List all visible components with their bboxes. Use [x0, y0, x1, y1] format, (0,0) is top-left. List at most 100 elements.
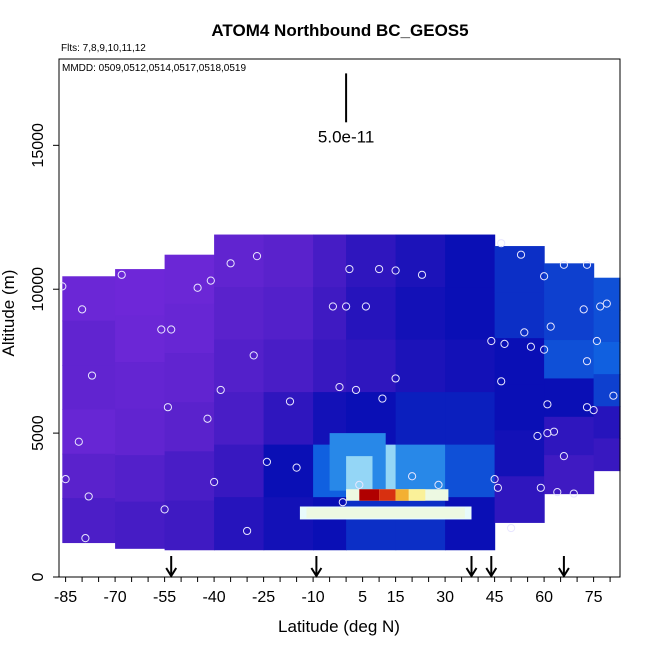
sample-point-47 [520, 328, 529, 337]
field-cell-0-2 [62, 365, 116, 410]
sample-point-39 [487, 336, 496, 346]
x-tick-label-1: -70 [104, 589, 127, 606]
sample-point-25 [342, 302, 351, 311]
sample-point-45 [516, 250, 526, 259]
sample-point-9 [167, 325, 176, 334]
sample-point-61 [596, 302, 605, 311]
sample-point-15 [216, 385, 225, 395]
plume-cell-1 [346, 456, 373, 491]
y-tick-label-3: 15000 [30, 123, 47, 168]
sample-point-49 [546, 322, 555, 331]
field-cell-7-1 [395, 287, 446, 341]
flights-note: Flts: 7,8,9,10,11,12 [61, 43, 146, 54]
plume-cell-7 [395, 489, 409, 501]
scale-bar: 5.0e-11 [318, 73, 374, 146]
sample-point-4 [61, 475, 70, 484]
field-cell-0-5 [62, 498, 116, 544]
field-cell-9-1 [494, 292, 545, 339]
field-cell-5-0 [313, 234, 347, 288]
field-cell-0-4 [62, 453, 116, 499]
sample-point-17 [210, 477, 219, 487]
sample-point-21 [243, 526, 252, 536]
field-cell-9-3 [494, 384, 545, 431]
field-cell-0-3 [62, 409, 116, 455]
scale-bar-label: 5.0e-11 [318, 127, 374, 146]
field-cell-6-1 [346, 287, 397, 341]
sample-point-2 [87, 371, 97, 380]
field-cell-2-5 [164, 500, 215, 551]
field-cell-7-2 [395, 339, 446, 393]
sample-point-55 [559, 452, 569, 461]
x-tick-label-3: -40 [203, 589, 226, 606]
sample-point-40 [500, 339, 509, 348]
sample-point-34 [391, 374, 400, 383]
dates-note: MMDD: 0509,0512,0514,0517,0518,0519 [62, 63, 246, 74]
y-axis: 0 5000 10000 15000 [30, 123, 59, 581]
latitude-arrow-3 [485, 556, 498, 578]
field-cell-0-1 [62, 320, 116, 366]
field-cell-3-1 [214, 287, 265, 341]
plume-cell-3 [306, 507, 465, 519]
field-cell-11-5 [593, 438, 621, 472]
field-cell-10-3 [544, 378, 595, 418]
field-cell-7-4 [395, 444, 446, 498]
field-cell-4-4 [263, 444, 314, 498]
field-cell-2-0 [164, 254, 215, 305]
sample-point-10 [163, 403, 172, 412]
field-cell-3-4 [214, 444, 265, 498]
field-cell-11-4 [593, 406, 621, 439]
x-tick-label-0: -85 [54, 589, 77, 606]
latitude-arrow-1 [310, 556, 323, 578]
plot-frame [58, 58, 621, 578]
x-tick-label-7: 15 [387, 589, 405, 606]
sample-point-37 [355, 480, 364, 490]
sample-point-51 [543, 400, 552, 409]
plume-cell-8 [408, 489, 426, 501]
field-cell-10-2 [544, 340, 595, 380]
sample-point-32 [417, 270, 427, 279]
field-cell-2-2 [164, 353, 215, 403]
field-cell-7-3 [395, 392, 446, 446]
sample-point-43 [493, 483, 502, 492]
field-cell-10-0 [544, 263, 595, 303]
x-tick-label-11: 75 [585, 589, 603, 606]
field-cell-4-1 [263, 287, 314, 341]
sample-point-63 [592, 336, 602, 346]
sample-point-7 [117, 270, 126, 279]
field-cell-4-5 [263, 497, 314, 551]
field-cell-1-1 [115, 315, 166, 363]
sample-point-29 [345, 264, 354, 274]
x-tick-label-6: 5 [358, 589, 367, 606]
sample-point-69 [507, 523, 516, 533]
sample-point-38 [338, 498, 347, 507]
sample-point-8 [157, 325, 166, 334]
field-cell-9-2 [494, 338, 545, 385]
sample-point-56 [536, 483, 545, 492]
sample-point-35 [408, 472, 417, 481]
y-axis-label: Altitude (m) [0, 270, 18, 357]
sample-point-46 [540, 272, 549, 281]
sample-point-24 [328, 302, 337, 311]
field-cell-8-2 [445, 339, 496, 393]
sample-point-44 [497, 239, 506, 248]
sample-point-58 [559, 260, 569, 269]
sample-point-57 [553, 488, 562, 497]
sample-point-54 [549, 427, 559, 436]
field-cell-6-2 [346, 339, 397, 393]
field-cell-9-5 [494, 476, 545, 523]
sample-point-52 [533, 431, 542, 441]
sample-point-12 [193, 283, 202, 292]
x-tick-label-2: -55 [153, 589, 176, 606]
plume-cell-5 [359, 489, 380, 501]
field-cell-8-5 [445, 497, 496, 551]
latitude-arrow-2 [465, 556, 478, 578]
field-cell-6-0 [346, 234, 397, 288]
sample-point-42 [490, 475, 499, 484]
field-cell-9-0 [494, 246, 545, 293]
plume-cell-6 [379, 489, 396, 501]
field-cell-7-0 [395, 234, 446, 288]
sample-point-30 [375, 264, 384, 274]
sample-point-13 [206, 276, 215, 285]
latitude-markers [165, 556, 570, 578]
x-tick-label-9: 45 [486, 589, 504, 606]
